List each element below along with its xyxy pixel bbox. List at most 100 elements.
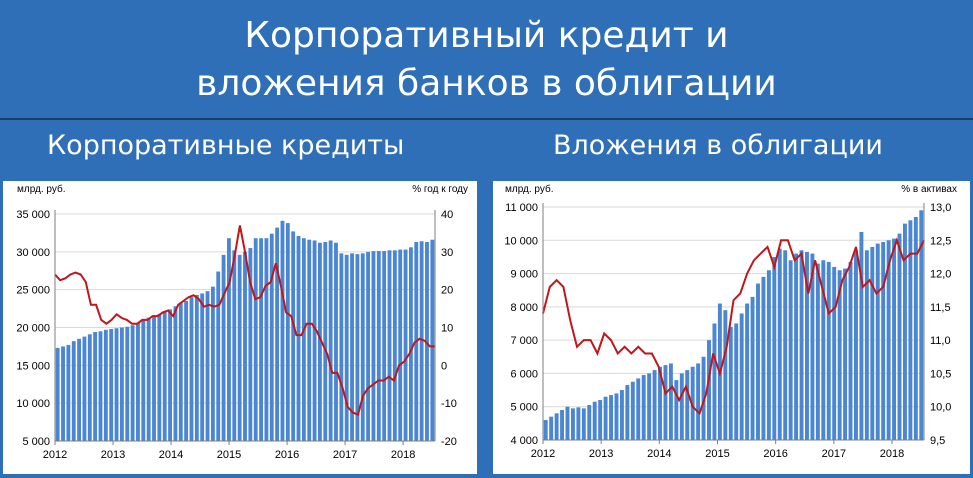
bar xyxy=(902,223,907,440)
left-tick-label: 20 000 xyxy=(16,323,50,335)
bar xyxy=(641,375,646,440)
right-axis-unit: % год к году xyxy=(412,184,468,195)
bar xyxy=(739,313,744,440)
bar xyxy=(788,260,793,440)
bar xyxy=(355,254,360,441)
bar xyxy=(82,336,87,441)
bar xyxy=(815,263,820,440)
right-tick-label: -20 xyxy=(441,436,457,448)
bar xyxy=(668,363,673,440)
bar xyxy=(344,254,349,441)
x-tick-label: 2018 xyxy=(391,449,415,461)
right-tick-label: 13,0 xyxy=(930,202,951,214)
bar xyxy=(162,311,167,441)
left-tick-label: 11 000 xyxy=(505,202,538,214)
bar xyxy=(248,248,253,441)
bar xyxy=(734,323,739,440)
bar xyxy=(387,250,392,441)
bar xyxy=(243,251,247,441)
bar xyxy=(114,328,119,441)
right-tick-label: 10,5 xyxy=(930,368,951,380)
bar xyxy=(919,210,924,440)
bar xyxy=(130,325,135,441)
left-axis-unit: млрд. руб. xyxy=(505,183,554,195)
series-line xyxy=(542,237,925,416)
bar xyxy=(756,283,760,440)
bar xyxy=(870,246,875,440)
right-tick-label: 30 xyxy=(441,247,453,259)
bar xyxy=(619,390,624,440)
bar xyxy=(392,250,397,441)
left-tick-label: 6 000 xyxy=(510,368,538,380)
bar xyxy=(674,380,679,440)
bar xyxy=(777,248,782,440)
corporate-loans-chart-panel: млрд. руб. % год к году 35 000 30 000 25 000… xyxy=(3,181,477,474)
bar xyxy=(592,401,597,440)
bar xyxy=(334,242,338,441)
x-tick-label: 2017 xyxy=(333,449,357,461)
bar xyxy=(141,319,146,441)
bar xyxy=(598,400,603,440)
series-line xyxy=(54,225,435,416)
bar xyxy=(221,254,226,441)
bar xyxy=(194,294,199,441)
bar xyxy=(178,303,183,441)
bar xyxy=(783,250,788,440)
bar xyxy=(398,249,403,441)
left-tick-label: 10 000 xyxy=(504,235,538,247)
bar xyxy=(679,373,684,440)
bar xyxy=(382,251,387,441)
bar xyxy=(307,239,312,441)
left-tick-label: 10 000 xyxy=(16,398,50,410)
right-tick-label: 20 xyxy=(441,285,453,297)
bar xyxy=(728,326,733,440)
bar xyxy=(805,251,809,440)
bar xyxy=(71,341,76,441)
bar xyxy=(625,385,630,440)
bar xyxy=(549,416,554,440)
left-tick-label: 5 000 xyxy=(22,436,50,448)
bar xyxy=(264,238,269,441)
bar xyxy=(685,370,690,440)
x-tick-label: 2013 xyxy=(101,449,125,461)
bar xyxy=(93,332,98,441)
bar xyxy=(146,317,151,441)
bar xyxy=(87,334,92,441)
bar xyxy=(291,231,296,441)
bar xyxy=(647,373,652,440)
bar xyxy=(854,250,858,440)
bar xyxy=(859,231,864,440)
x-tick-label: 2013 xyxy=(589,448,613,460)
x-tick-label: 2015 xyxy=(217,449,241,461)
bar xyxy=(430,239,435,441)
right-tick-label: 10 xyxy=(441,323,453,335)
bar xyxy=(125,326,130,441)
bar xyxy=(103,329,108,441)
bar xyxy=(614,393,619,440)
bar xyxy=(227,238,231,441)
bar xyxy=(609,395,613,440)
bar xyxy=(554,413,559,440)
bar xyxy=(560,410,565,440)
right-tick-label: 0 xyxy=(441,360,447,372)
right-tick-label: 10,0 xyxy=(930,402,951,414)
bar xyxy=(119,327,124,441)
bar xyxy=(576,407,581,440)
bar xyxy=(200,293,205,441)
bar xyxy=(376,251,381,441)
bar xyxy=(253,238,258,441)
bar xyxy=(189,297,194,441)
bar xyxy=(821,260,826,440)
bar xyxy=(745,303,750,440)
bar xyxy=(205,291,210,441)
bar xyxy=(285,223,290,441)
bar xyxy=(184,301,189,441)
bar xyxy=(323,241,328,441)
right-tick-label: 40 xyxy=(441,209,453,221)
left-tick-label: 30 000 xyxy=(16,247,50,259)
bar xyxy=(772,256,777,440)
bar xyxy=(157,313,162,441)
bar xyxy=(109,329,114,441)
bar xyxy=(216,271,221,441)
bar xyxy=(897,233,902,440)
